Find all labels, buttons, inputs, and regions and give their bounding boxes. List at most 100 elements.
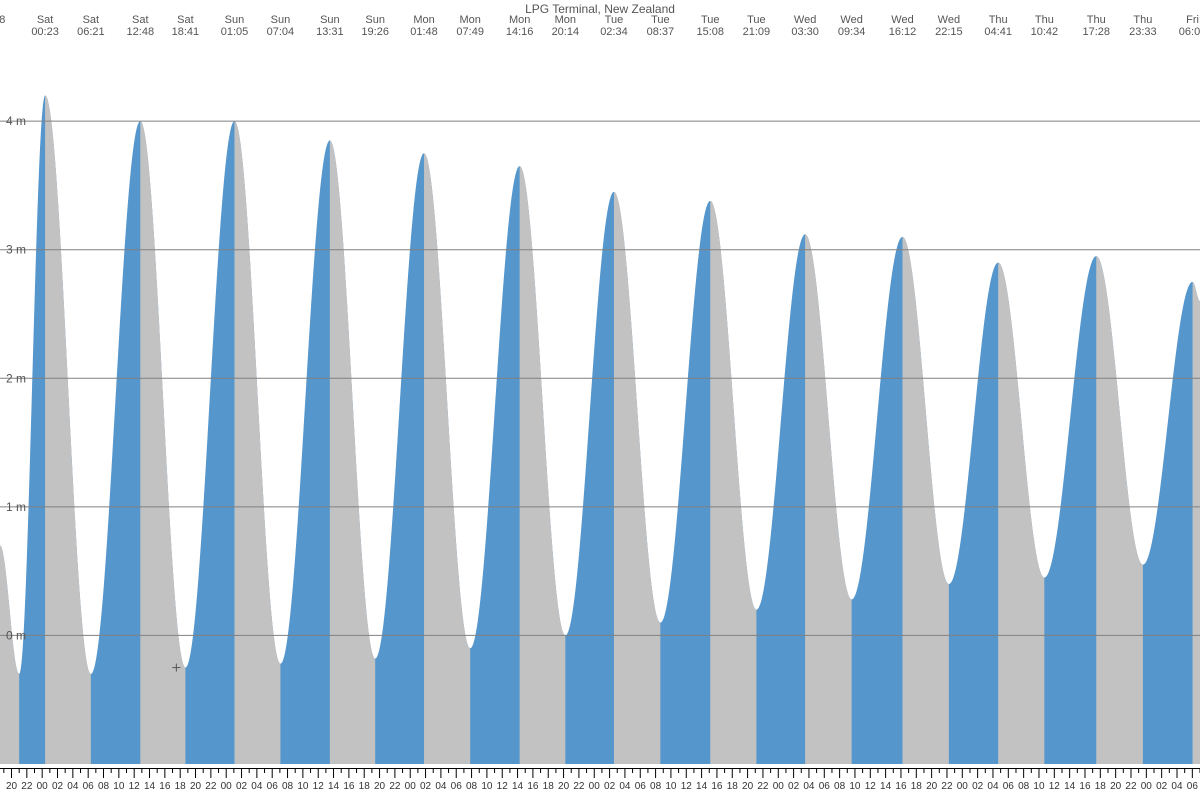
top-time-label: Tue02:34: [600, 14, 628, 38]
svg-text:02: 02: [972, 781, 984, 792]
svg-text:04: 04: [619, 781, 631, 792]
svg-text:22: 22: [21, 781, 33, 792]
top-time-label: Sun01:05: [221, 14, 249, 38]
plot-area: 0 m 1 m 2 m 3 m 4 m: [0, 44, 1200, 764]
svg-text:22: 22: [757, 781, 769, 792]
top-time-label: Thu04:41: [984, 14, 1012, 38]
svg-text:04: 04: [1171, 781, 1183, 792]
svg-text:04: 04: [435, 781, 447, 792]
svg-text:04: 04: [803, 781, 815, 792]
svg-text:20: 20: [374, 781, 386, 792]
svg-text:18: 18: [1095, 781, 1107, 792]
svg-text:06: 06: [83, 781, 95, 792]
svg-text:08: 08: [1018, 781, 1030, 792]
svg-text:3 m: 3 m: [6, 243, 26, 257]
bottom-axis: 2022000204060810121416182022000204060810…: [0, 768, 1200, 800]
top-time-label: Mon01:48: [410, 14, 438, 38]
svg-text:06: 06: [451, 781, 463, 792]
svg-text:10: 10: [113, 781, 125, 792]
svg-text:0 m: 0 m: [6, 628, 26, 642]
svg-text:20: 20: [1110, 781, 1122, 792]
svg-text:08: 08: [282, 781, 294, 792]
svg-text:06: 06: [1187, 781, 1199, 792]
svg-text:18: 18: [359, 781, 371, 792]
svg-text:14: 14: [144, 781, 156, 792]
svg-text:06: 06: [1003, 781, 1015, 792]
svg-text:20: 20: [926, 781, 938, 792]
top-time-label: Tue08:37: [647, 14, 675, 38]
top-time-label: Sat00:23: [31, 14, 59, 38]
svg-text:18: 18: [911, 781, 923, 792]
top-time-label: Sat12:48: [127, 14, 155, 38]
svg-text:02: 02: [420, 781, 432, 792]
svg-text:14: 14: [328, 781, 340, 792]
svg-text:16: 16: [1079, 781, 1091, 792]
svg-text:22: 22: [205, 781, 217, 792]
svg-text:08: 08: [834, 781, 846, 792]
svg-text:06: 06: [267, 781, 279, 792]
svg-text:02: 02: [604, 781, 616, 792]
top-time-label: 8: [0, 14, 5, 26]
svg-text:06: 06: [635, 781, 647, 792]
svg-text:20: 20: [190, 781, 202, 792]
svg-text:18: 18: [727, 781, 739, 792]
svg-text:04: 04: [987, 781, 999, 792]
svg-text:02: 02: [1156, 781, 1168, 792]
svg-text:2 m: 2 m: [6, 371, 26, 385]
top-time-label: Sat18:41: [172, 14, 200, 38]
svg-text:14: 14: [880, 781, 892, 792]
bottom-axis-svg: 2022000204060810121416182022000204060810…: [0, 768, 1200, 800]
top-time-label: Sat06:21: [77, 14, 105, 38]
svg-text:16: 16: [711, 781, 723, 792]
svg-text:12: 12: [129, 781, 141, 792]
plot-svg: 0 m 1 m 2 m 3 m 4 m: [0, 44, 1200, 764]
svg-text:04: 04: [251, 781, 263, 792]
svg-text:06: 06: [819, 781, 831, 792]
svg-text:10: 10: [481, 781, 493, 792]
svg-text:16: 16: [159, 781, 171, 792]
svg-text:14: 14: [1064, 781, 1076, 792]
svg-text:10: 10: [1033, 781, 1045, 792]
svg-text:00: 00: [221, 781, 233, 792]
svg-text:02: 02: [52, 781, 64, 792]
top-time-label: Thu23:33: [1129, 14, 1157, 38]
top-time-label: Wed22:15: [935, 14, 963, 38]
top-time-label: Mon07:49: [456, 14, 484, 38]
svg-text:4 m: 4 m: [6, 114, 26, 128]
svg-text:02: 02: [788, 781, 800, 792]
svg-text:02: 02: [236, 781, 248, 792]
svg-text:00: 00: [773, 781, 785, 792]
top-time-label: Sun07:04: [267, 14, 295, 38]
svg-text:12: 12: [1049, 781, 1061, 792]
svg-text:08: 08: [650, 781, 662, 792]
svg-text:16: 16: [895, 781, 907, 792]
top-time-label: Sun19:26: [361, 14, 389, 38]
svg-text:14: 14: [512, 781, 524, 792]
svg-text:00: 00: [405, 781, 417, 792]
svg-text:10: 10: [849, 781, 861, 792]
svg-text:00: 00: [589, 781, 601, 792]
top-time-label: Tue21:09: [743, 14, 771, 38]
svg-text:12: 12: [865, 781, 877, 792]
top-time-label: Thu17:28: [1082, 14, 1110, 38]
svg-text:1 m: 1 m: [6, 500, 26, 514]
svg-text:14: 14: [696, 781, 708, 792]
svg-text:12: 12: [497, 781, 509, 792]
svg-text:20: 20: [558, 781, 570, 792]
svg-text:08: 08: [466, 781, 478, 792]
svg-text:00: 00: [957, 781, 969, 792]
svg-text:04: 04: [67, 781, 79, 792]
svg-text:22: 22: [389, 781, 401, 792]
svg-text:22: 22: [1125, 781, 1137, 792]
svg-text:08: 08: [98, 781, 110, 792]
svg-text:20: 20: [742, 781, 754, 792]
top-time-label: Wed09:34: [838, 14, 866, 38]
svg-text:16: 16: [343, 781, 355, 792]
top-time-label: Mon14:16: [506, 14, 534, 38]
svg-text:12: 12: [681, 781, 693, 792]
svg-text:18: 18: [175, 781, 187, 792]
svg-text:22: 22: [941, 781, 953, 792]
svg-text:12: 12: [313, 781, 325, 792]
top-time-label: Thu10:42: [1031, 14, 1059, 38]
svg-text:10: 10: [297, 781, 309, 792]
